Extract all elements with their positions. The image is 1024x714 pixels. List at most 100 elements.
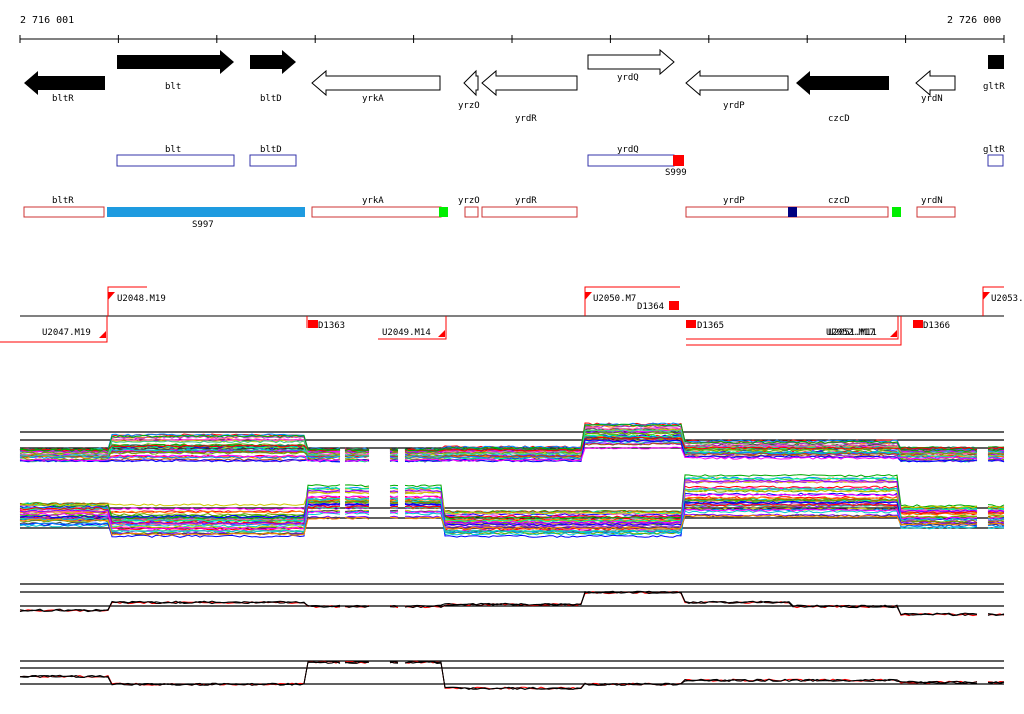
gene-label-yrdQ: yrdQ (617, 73, 639, 83)
feature-box-gltR[interactable] (987, 154, 1004, 167)
expression-profile-line (344, 502, 370, 506)
feature-label-bltR: bltR (52, 196, 74, 206)
expression-profile-line (19, 509, 341, 529)
marker-green-yrkA[interactable] (439, 207, 448, 217)
operon-segment-S997[interactable] (107, 207, 305, 217)
expression-profile-line (344, 452, 370, 456)
tss-flag-U2052 (890, 330, 897, 337)
feature-label-gltR: gltR (983, 145, 1005, 155)
gene-arrow-bltD[interactable] (250, 50, 296, 74)
gene-arrow-yrdP[interactable] (685, 69, 789, 97)
expression-profile-line (987, 454, 1005, 457)
expression-profile-line (404, 489, 978, 515)
gene-arrow-yrdQ[interactable] (587, 48, 675, 76)
tss-label-U2047.M19: U2047.M19 (42, 328, 91, 338)
expression-profile-line (389, 516, 399, 519)
expression-profile-line (987, 517, 1005, 520)
tss-down-U2047[interactable] (0, 316, 108, 343)
expression-profile-line (987, 520, 1005, 523)
feature-marker-S999[interactable] (673, 155, 684, 166)
term-label-D1365: D1365 (697, 321, 724, 331)
tss-flag-U2050 (585, 292, 592, 300)
gene-label-gltR: gltR (983, 82, 1005, 92)
expression-profile-line (19, 451, 341, 455)
expression-profile-line (404, 590, 978, 616)
gene-label-bltD: bltD (260, 94, 282, 104)
feature-box-bltR[interactable] (23, 206, 105, 218)
feature-box-bltD[interactable] (249, 154, 297, 167)
expression-profile-line (19, 502, 341, 519)
tss-up-U2053[interactable] (982, 286, 1004, 316)
tss-down-U2052[interactable] (686, 316, 899, 340)
feature-box-yrzO[interactable] (464, 206, 479, 218)
expression-profile-line (404, 510, 978, 536)
terminator-D1366[interactable] (913, 320, 923, 328)
expression-profile-line (389, 451, 399, 455)
gene-arrow-yrdR[interactable] (481, 69, 578, 97)
expression-profile-line (389, 505, 399, 508)
expression-profile-line (404, 479, 978, 525)
tss-up-U2048[interactable] (107, 286, 147, 316)
expression-profile-line (404, 590, 978, 617)
expression-profile-line (19, 491, 341, 507)
expression-profile-line (389, 502, 399, 505)
expression-profile-line (404, 474, 977, 520)
expression-profile-line (344, 501, 370, 504)
terminator-D1363[interactable] (308, 320, 318, 328)
expression-profile-line (19, 484, 341, 520)
gene-arrow-gltR[interactable] (988, 55, 1004, 69)
feature-box-yrdP-czcD[interactable] (685, 206, 889, 218)
expression-profile-line (389, 495, 399, 498)
expression-panel-minus-all (19, 474, 1005, 538)
expression-profile-line (19, 661, 341, 686)
expression-profile-line (19, 459, 341, 463)
expression-profile-line (987, 681, 1005, 684)
feature-box-yrdR[interactable] (481, 206, 578, 218)
feature-label-blt: blt (165, 145, 181, 155)
terminator-D1365[interactable] (686, 320, 696, 328)
term-label-D1364: D1364 (637, 302, 664, 312)
tss-label-U2053: U2053. (991, 294, 1024, 304)
terminator-D1364[interactable] (669, 301, 679, 310)
expression-profile-line (987, 524, 1005, 528)
expression-profile-line (404, 514, 978, 530)
expression-profile-line (404, 661, 977, 690)
expression-profile-line (988, 452, 1005, 455)
expression-profile-line (389, 456, 398, 459)
marker-green-czcD[interactable] (892, 207, 901, 217)
expression-profile-line (344, 605, 370, 608)
gene-arrow-yrzO[interactable] (463, 69, 479, 97)
feature-box-yrdQ[interactable] (587, 154, 675, 167)
feature-label-yrdN: yrdN (921, 196, 943, 206)
expression-profile-line (404, 422, 978, 451)
expression-profile-line (389, 490, 399, 493)
gene-arrow-czcD[interactable] (796, 71, 889, 95)
gene-arrow-yrkA[interactable] (311, 69, 441, 97)
tss-down-U2051[interactable] (686, 316, 902, 346)
gene-arrow-blt[interactable] (117, 50, 234, 74)
expression-profile-line (987, 446, 1005, 450)
expression-profile-line (344, 484, 370, 488)
expression-profile-line (405, 496, 978, 522)
plus-strand-features: blt bltD yrdQ S999 gltR (116, 145, 1005, 178)
gene-label-yrkA: yrkA (362, 94, 384, 104)
tss-down-U2049[interactable] (378, 316, 447, 340)
feature-box-blt[interactable] (116, 154, 235, 167)
expression-profile-line (389, 484, 399, 487)
feature-box-yrkA[interactable] (311, 206, 442, 218)
expression-profile-line (344, 448, 370, 452)
expression-profile-line (19, 444, 341, 452)
tss-label-U2051.M11: U2051.M11 (828, 328, 877, 338)
tss-flag-U2053 (983, 292, 990, 300)
expression-profile-line (344, 604, 370, 607)
marker-navy-yrdP[interactable] (788, 207, 797, 217)
expression-profile-line (344, 510, 370, 514)
tss-flag-U2049 (438, 330, 445, 337)
expression-profile-line (404, 591, 978, 617)
feature-box-yrdN[interactable] (916, 206, 956, 218)
gene-arrow-bltR[interactable] (24, 71, 105, 95)
expression-profile-line (389, 454, 399, 457)
tss-up-U2050[interactable] (584, 286, 680, 316)
gene-arrow-yrdN[interactable] (915, 69, 956, 97)
expression-profile-line (389, 661, 399, 664)
